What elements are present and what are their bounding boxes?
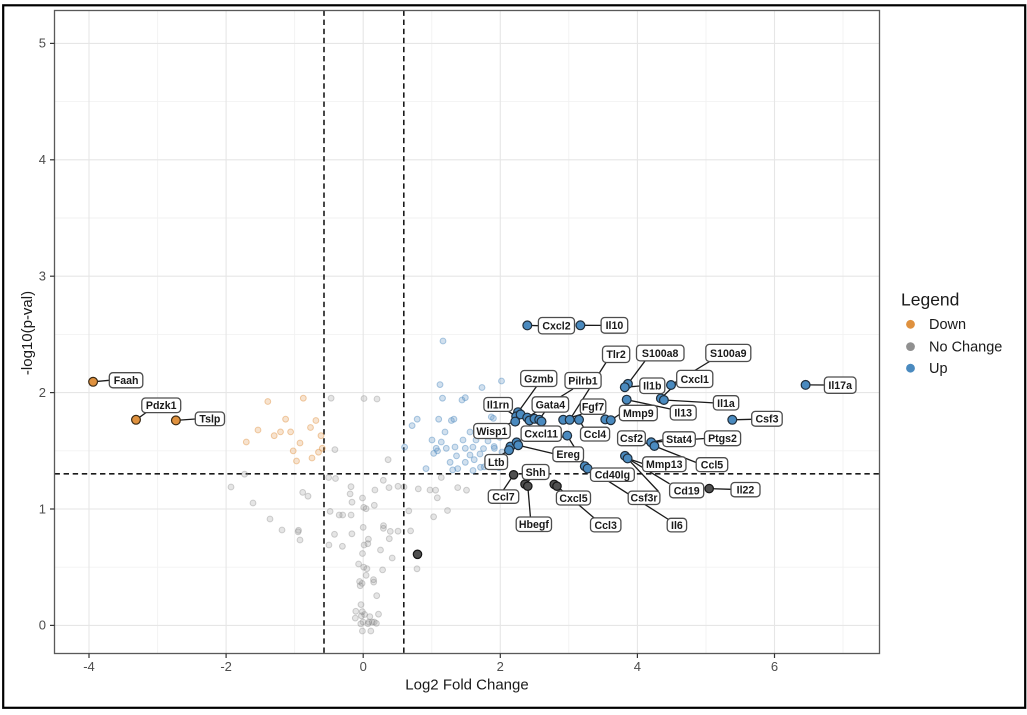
svg-text:Il22: Il22	[737, 485, 755, 497]
svg-text:Csf3r: Csf3r	[630, 493, 657, 505]
svg-text:Il1b: Il1b	[643, 381, 662, 393]
svg-text:Wisp1: Wisp1	[476, 426, 507, 438]
svg-text:Csf3: Csf3	[756, 414, 779, 426]
svg-text:3: 3	[39, 269, 46, 284]
svg-text:Ccl7: Ccl7	[492, 492, 514, 504]
svg-text:Mmp9: Mmp9	[623, 408, 654, 420]
svg-text:-4: -4	[83, 659, 95, 674]
svg-text:Il17a: Il17a	[828, 380, 852, 392]
svg-text:Cxcl11: Cxcl11	[524, 429, 558, 441]
svg-text:Stat4: Stat4	[666, 434, 692, 446]
svg-text:Ltb: Ltb	[488, 457, 505, 469]
svg-text:-2: -2	[220, 659, 232, 674]
svg-text:4: 4	[39, 152, 46, 167]
svg-text:Ereg: Ereg	[556, 449, 580, 461]
svg-text:6: 6	[771, 659, 778, 674]
svg-text:Tslp: Tslp	[199, 414, 221, 426]
svg-text:0: 0	[360, 659, 367, 674]
svg-text:Pdzk1: Pdzk1	[146, 400, 177, 412]
svg-text:Ptgs2: Ptgs2	[708, 433, 737, 445]
svg-text:Il6: Il6	[671, 520, 683, 532]
svg-text:4: 4	[634, 659, 641, 674]
svg-text:Up: Up	[929, 361, 948, 377]
svg-text:Il1a: Il1a	[717, 398, 735, 410]
svg-text:Il13: Il13	[674, 408, 692, 420]
svg-text:Ccl5: Ccl5	[701, 460, 723, 472]
svg-text:1: 1	[39, 501, 46, 516]
svg-text:Fgf7: Fgf7	[582, 402, 604, 414]
svg-text:0: 0	[39, 618, 46, 633]
svg-text:Down: Down	[929, 317, 966, 333]
svg-text:S100a9: S100a9	[710, 348, 747, 360]
svg-text:2: 2	[497, 659, 504, 674]
svg-text:Hbegf: Hbegf	[519, 519, 549, 531]
svg-text:Csf2: Csf2	[620, 433, 643, 445]
svg-text:Ccl3: Ccl3	[595, 520, 617, 532]
svg-text:Pilrb1: Pilrb1	[568, 375, 598, 387]
svg-text:S100a8: S100a8	[642, 348, 679, 360]
svg-text:Ccl4: Ccl4	[584, 429, 606, 441]
svg-text:Shh: Shh	[526, 467, 546, 479]
svg-text:Log2 Fold Change: Log2 Fold Change	[405, 677, 528, 694]
svg-text:Il10: Il10	[606, 320, 624, 332]
svg-text:Faah: Faah	[114, 375, 139, 387]
svg-text:Gata4: Gata4	[536, 399, 566, 411]
svg-text:No Change: No Change	[929, 339, 1002, 355]
svg-text:Tlr2: Tlr2	[606, 349, 626, 361]
svg-text:Cd40lg: Cd40lg	[595, 470, 630, 482]
svg-text:-log10(p-val): -log10(p-val)	[19, 291, 36, 375]
svg-text:Cxcl5: Cxcl5	[559, 493, 587, 505]
svg-text:Cd19: Cd19	[674, 485, 700, 497]
svg-text:Il1rn: Il1rn	[487, 399, 509, 411]
svg-text:Cxcl2: Cxcl2	[542, 321, 570, 333]
svg-text:Legend: Legend	[901, 290, 959, 310]
svg-text:2: 2	[39, 385, 46, 400]
svg-text:5: 5	[39, 36, 46, 51]
svg-text:Mmp13: Mmp13	[646, 459, 683, 471]
svg-text:Cxcl1: Cxcl1	[681, 374, 709, 386]
svg-text:Gzmb: Gzmb	[524, 373, 554, 385]
